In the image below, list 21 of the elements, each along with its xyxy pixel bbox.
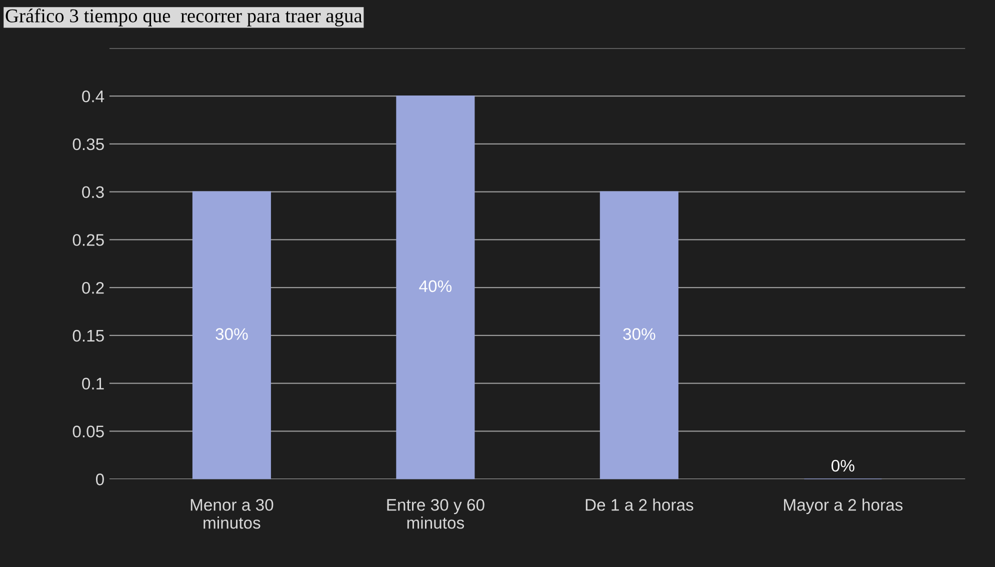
- bar: [600, 191, 678, 480]
- x-tick-label: De 1 a 2 horas: [586, 498, 694, 511]
- y-tick-label: 0.1: [82, 378, 104, 390]
- x-tick-label: Menor a 30 minutos: [190, 499, 274, 529]
- chart-title: Gráfico 3 tiempo que recorrer para traer agua: [6, 8, 362, 26]
- data-label: 40%: [419, 280, 452, 292]
- y-tick-label: 0.05: [72, 426, 104, 438]
- bar: [396, 96, 475, 480]
- x-tick-label: Entre 30 y 60 minutos: [387, 499, 484, 529]
- y-tick-label: 0.15: [72, 330, 104, 342]
- data-label: 0%: [832, 460, 854, 472]
- y-tick-label: 0: [96, 474, 104, 486]
- x-tick-label: Mayor a 2 horas: [784, 498, 903, 514]
- bar: [192, 191, 271, 480]
- y-tick-label: 0.4: [82, 90, 104, 102]
- y-tick-label: 0.25: [72, 234, 104, 246]
- y-tick-label: 0.3: [82, 186, 104, 198]
- y-tick-label: 0.35: [72, 138, 104, 150]
- data-label: 30%: [623, 328, 656, 340]
- data-label: 30%: [216, 328, 248, 340]
- y-tick-label: 0.2: [82, 282, 104, 294]
